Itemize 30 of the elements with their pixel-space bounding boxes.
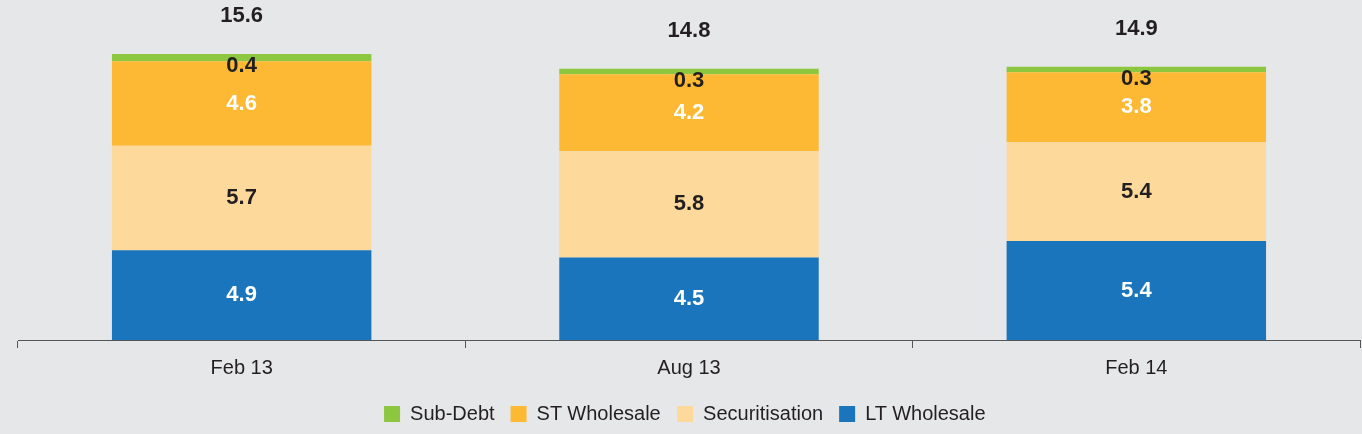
total-label: 14.9 — [1114, 14, 1158, 40]
data-label: 3.8 — [1121, 93, 1152, 119]
x-tick-label: Aug 13 — [657, 355, 721, 378]
x-tick-label: Feb 14 — [1105, 355, 1168, 378]
legend-label: LT Wholesale — [865, 401, 986, 424]
data-label: 0.3 — [673, 66, 705, 92]
data-label: 5.4 — [1121, 276, 1153, 302]
data-label: 4.2 — [673, 98, 705, 124]
data-label: 4.9 — [226, 281, 257, 307]
data-label: 4.5 — [673, 284, 705, 310]
data-label: 5.7 — [226, 183, 257, 209]
bar — [1006, 241, 1267, 340]
data-label: 5.8 — [673, 190, 705, 216]
x-tick-label: Feb 13 — [210, 355, 273, 378]
bar — [1006, 142, 1267, 241]
bar — [559, 74, 819, 152]
data-label: 0.3 — [1121, 64, 1152, 90]
legend-label: Sub-Debt — [410, 401, 496, 424]
bar — [111, 145, 372, 251]
legend-label: ST Wholesale — [536, 401, 661, 424]
legend-label: Securitisation — [703, 401, 824, 424]
data-label: 5.4 — [1121, 177, 1153, 203]
data-label: 0.4 — [226, 52, 258, 78]
data-label: 4.6 — [226, 89, 257, 115]
bar — [1006, 72, 1267, 142]
total-label: 14.8 — [667, 16, 711, 42]
bar — [111, 250, 372, 340]
bar — [559, 151, 819, 258]
total-label: 15.6 — [220, 2, 264, 28]
bar — [559, 257, 819, 340]
